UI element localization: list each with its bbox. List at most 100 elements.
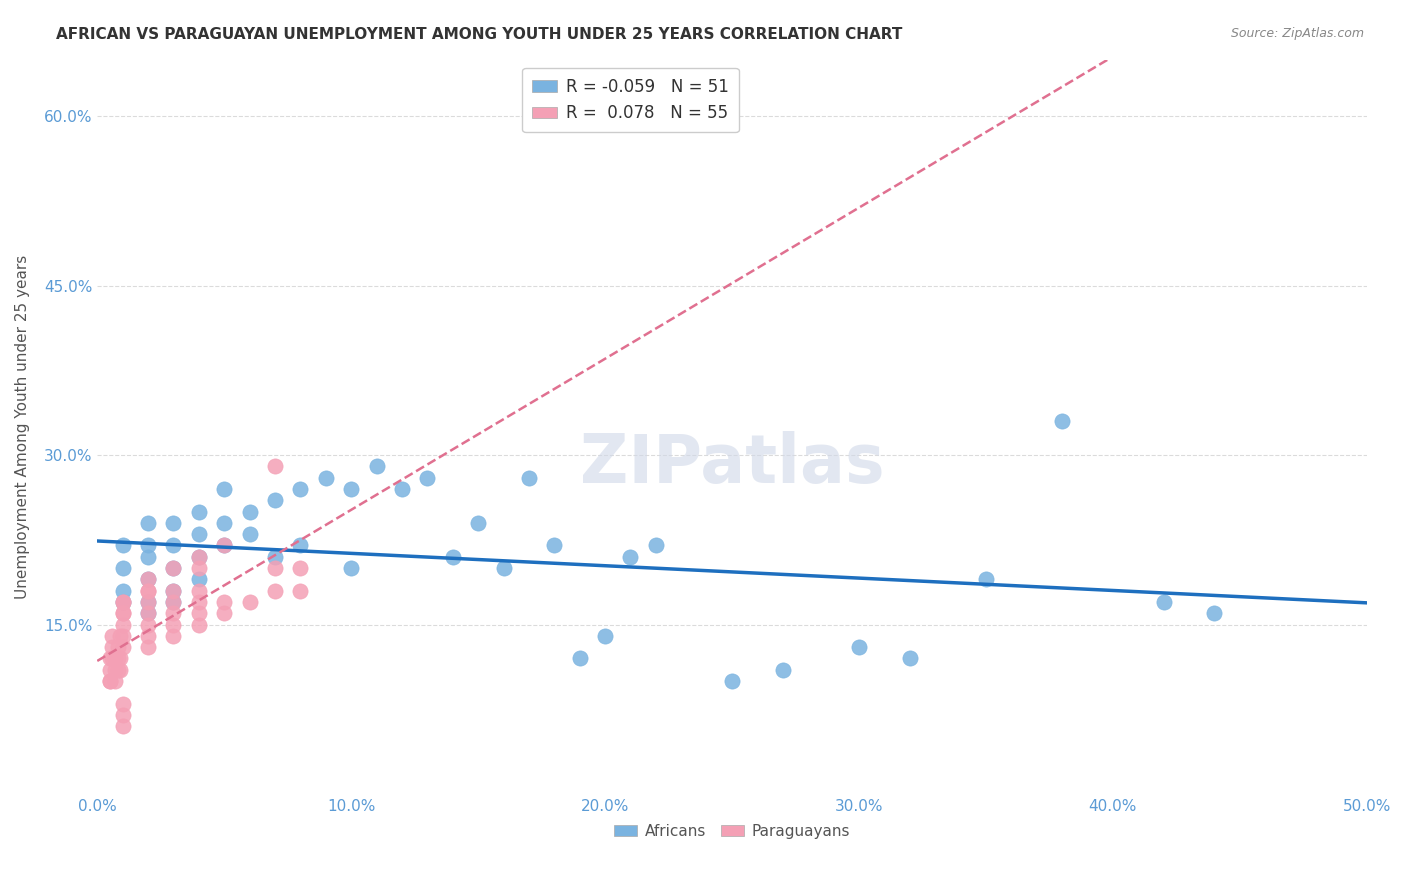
Point [162, 516, 184, 530]
Point [107, 651, 129, 665]
Point [162, 583, 184, 598]
Point [108, 663, 131, 677]
Point [212, 595, 235, 609]
Point [162, 561, 184, 575]
Point [1204, 606, 1226, 620]
Point [187, 527, 209, 541]
Point [264, 493, 287, 508]
Point [187, 583, 209, 598]
Point [772, 663, 794, 677]
Point [136, 549, 159, 564]
Point [162, 538, 184, 552]
Point [111, 538, 134, 552]
Point [136, 606, 159, 620]
Point [136, 595, 159, 609]
Point [136, 617, 159, 632]
Point [111, 617, 134, 632]
Point [98, 673, 121, 688]
Text: Source: ZipAtlas.com: Source: ZipAtlas.com [1230, 27, 1364, 40]
Point [187, 561, 209, 575]
Point [290, 583, 312, 598]
Point [187, 504, 209, 518]
Point [136, 538, 159, 552]
Point [136, 595, 159, 609]
Point [104, 663, 127, 677]
Point [111, 606, 134, 620]
Point [111, 583, 134, 598]
Point [391, 482, 413, 496]
Point [162, 606, 184, 620]
Point [111, 606, 134, 620]
Point [111, 697, 134, 711]
Point [136, 629, 159, 643]
Point [111, 707, 134, 722]
Point [416, 470, 439, 484]
Point [108, 629, 131, 643]
Point [101, 651, 124, 665]
Point [187, 549, 209, 564]
Point [543, 538, 565, 552]
Point [98, 651, 121, 665]
Point [111, 640, 134, 654]
Point [212, 606, 235, 620]
Point [111, 629, 134, 643]
Point [187, 572, 209, 586]
Point [568, 651, 591, 665]
Point [162, 595, 184, 609]
Point [162, 583, 184, 598]
Point [441, 549, 464, 564]
Point [162, 561, 184, 575]
Point [1153, 595, 1175, 609]
Point [315, 470, 337, 484]
Point [264, 583, 287, 598]
Point [187, 595, 209, 609]
Point [212, 538, 235, 552]
Point [187, 549, 209, 564]
Point [162, 629, 184, 643]
Point [136, 606, 159, 620]
Point [136, 572, 159, 586]
Point [136, 583, 159, 598]
Point [111, 595, 134, 609]
Point [136, 572, 159, 586]
Point [136, 516, 159, 530]
Point [162, 595, 184, 609]
Point [98, 663, 121, 677]
Point [239, 527, 262, 541]
Point [974, 572, 997, 586]
Point [264, 459, 287, 474]
Point [848, 640, 870, 654]
Point [619, 549, 641, 564]
Legend: Africans, Paraguayans: Africans, Paraguayans [607, 818, 856, 845]
Text: ZIPatlas: ZIPatlas [579, 431, 884, 497]
Point [467, 516, 489, 530]
Point [212, 516, 235, 530]
Point [340, 482, 363, 496]
Point [104, 673, 127, 688]
Point [111, 595, 134, 609]
Point [107, 663, 129, 677]
Point [290, 561, 312, 575]
Point [98, 673, 121, 688]
Point [108, 651, 131, 665]
Point [101, 640, 124, 654]
Point [517, 470, 540, 484]
Point [290, 482, 312, 496]
Point [366, 459, 388, 474]
Point [212, 538, 235, 552]
Point [239, 595, 262, 609]
Text: AFRICAN VS PARAGUAYAN UNEMPLOYMENT AMONG YOUTH UNDER 25 YEARS CORRELATION CHART: AFRICAN VS PARAGUAYAN UNEMPLOYMENT AMONG… [56, 27, 903, 42]
Point [136, 640, 159, 654]
Point [111, 595, 134, 609]
Point [111, 561, 134, 575]
Point [492, 561, 515, 575]
Point [239, 504, 262, 518]
Point [644, 538, 666, 552]
Point [101, 629, 124, 643]
Point [898, 651, 921, 665]
Point [104, 651, 127, 665]
Point [593, 629, 616, 643]
Point [1050, 414, 1073, 428]
Point [340, 561, 363, 575]
Point [111, 719, 134, 733]
